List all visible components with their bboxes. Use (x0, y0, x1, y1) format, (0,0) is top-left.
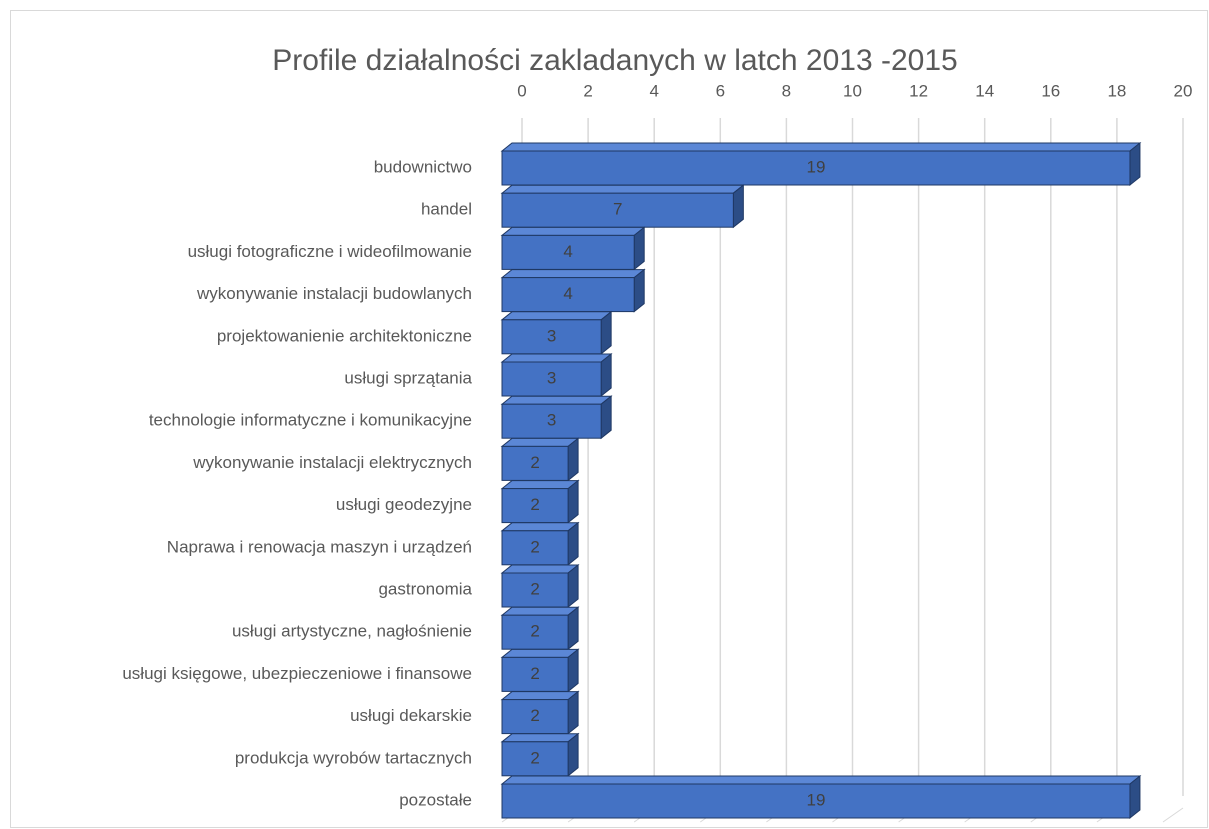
bar-top (500, 353, 613, 363)
bar (501, 530, 569, 566)
x-tick-label: 14 (975, 81, 994, 100)
bar (501, 783, 1131, 819)
y-tick-label: technologie informatyczne i komunikacyjn… (149, 411, 472, 430)
bar-side (567, 648, 579, 693)
bar-top (500, 226, 646, 236)
y-tick-label: gastronomia (378, 579, 472, 598)
data-label: 19 (807, 157, 826, 176)
bar (501, 656, 569, 692)
data-label: 2 (530, 748, 539, 767)
x-tick-label: 2 (583, 81, 592, 100)
bar-side (567, 606, 579, 651)
y-tick-label: usługi fotograficzne i wideofilmowanie (188, 242, 472, 261)
x-tick-label: 20 (1174, 81, 1193, 100)
bar-side (567, 437, 579, 482)
bar (501, 403, 602, 439)
data-label: 2 (530, 579, 539, 598)
bar-side (567, 521, 579, 566)
y-tick-label: usługi sprzątania (344, 368, 472, 387)
data-label: 19 (807, 790, 826, 809)
bar (501, 445, 569, 481)
bar-top (500, 733, 580, 743)
bar-top (500, 648, 580, 658)
x-tick-label: 18 (1107, 81, 1126, 100)
bar (501, 277, 635, 313)
floor-tick (1162, 807, 1184, 823)
y-tick-label: usługi dekarskie (350, 706, 472, 725)
x-tick-label: 12 (909, 81, 928, 100)
data-label: 2 (530, 706, 539, 725)
bar-top (500, 522, 580, 532)
bar-side (732, 184, 744, 229)
data-label: 2 (530, 495, 539, 514)
bar-top (500, 184, 745, 194)
bar-side (567, 479, 579, 524)
bar (501, 699, 569, 735)
data-label: 3 (547, 368, 556, 387)
bar-side (567, 732, 579, 777)
data-label: 4 (563, 284, 572, 303)
data-label: 2 (530, 622, 539, 641)
y-tick-label: pozostałe (399, 790, 472, 809)
y-tick-label: wykonywanie instalacji budowlanych (196, 284, 472, 303)
y-tick-label: usługi geodezyjne (336, 495, 472, 514)
bar-side (633, 268, 645, 313)
bar-side (1129, 774, 1141, 820)
bar-top (500, 142, 1142, 152)
bar (501, 150, 1131, 186)
x-tick-label: 10 (843, 81, 862, 100)
y-tick-label: usługi artystyczne, nagłośnienie (232, 622, 472, 641)
data-label: 4 (563, 242, 572, 261)
data-label: 2 (530, 453, 539, 472)
data-label: 2 (530, 664, 539, 683)
y-tick-label: handel (421, 200, 472, 219)
data-label: 2 (530, 537, 539, 556)
bar (501, 741, 569, 777)
y-tick-label: usługi księgowe, ubezpieczeniowe i finan… (122, 664, 472, 683)
y-tick-label: Naprawa i renowacja maszyn i urządzeń (167, 537, 472, 556)
bar-side (633, 226, 645, 271)
bar (501, 572, 569, 608)
bar-top (500, 311, 613, 321)
x-tick-label: 16 (1041, 81, 1060, 100)
x-tick-label: 6 (716, 81, 725, 100)
bar (501, 614, 569, 650)
bar (501, 488, 569, 524)
bar-top (500, 269, 646, 279)
bar-top (500, 775, 1142, 785)
bar-side (1129, 141, 1141, 187)
bar-side (600, 310, 612, 355)
data-label: 3 (547, 326, 556, 345)
bar-top (500, 691, 580, 701)
chart-title: Profile działalności zakladanych w latch… (272, 44, 957, 77)
y-tick-label: wykonywanie instalacji elektrycznych (192, 453, 472, 472)
x-tick-label: 4 (649, 81, 658, 100)
bar-top (500, 606, 580, 616)
data-label: 7 (613, 200, 622, 219)
bar (501, 234, 635, 270)
bar-top (500, 395, 613, 405)
bar-side (600, 395, 612, 440)
bar-side (567, 690, 579, 735)
y-tick-label: budownictwo (374, 157, 472, 176)
bar-top (500, 437, 580, 447)
bar-side (600, 352, 612, 398)
bar (501, 192, 734, 228)
bar-top (500, 480, 580, 490)
y-tick-label: produkcja wyrobów tartacznych (235, 748, 472, 767)
bar-top (500, 564, 580, 574)
y-tick-label: projektowanienie architektoniczne (217, 326, 472, 345)
x-tick-label: 0 (517, 81, 526, 100)
bar-side (567, 563, 579, 609)
data-label: 3 (547, 411, 556, 430)
bar (501, 319, 602, 355)
x-tick-label: 8 (782, 81, 791, 100)
